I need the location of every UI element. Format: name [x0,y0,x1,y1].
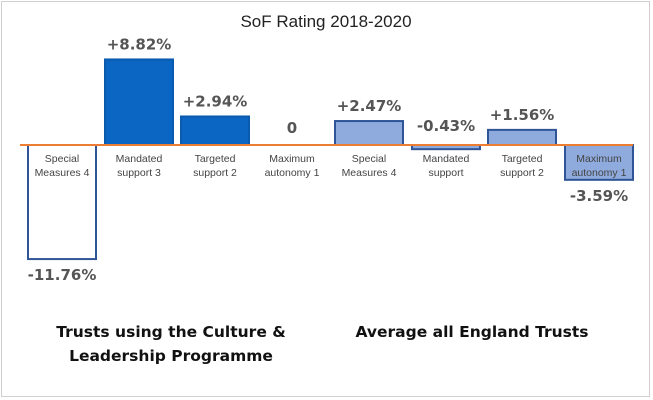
bar-1-3 [180,115,250,147]
group-label: Leadership Programme [69,347,273,365]
category-label: support 3 [117,167,161,179]
category-label: Maximum [576,153,622,165]
value-label: +2.47% [337,97,402,115]
category-label: Mandated [423,153,470,165]
category-label: Measures 4 [35,167,90,179]
category-label: Mandated [116,153,163,165]
value-label: +2.94% [183,92,248,110]
category-label: support 2 [500,167,544,179]
value-label: -0.43% [417,117,475,135]
category-label: support [428,167,463,179]
category-label: Maximum [269,153,315,165]
category-label: Special [45,153,79,165]
value-label: +8.82% [107,35,172,53]
category-label: autonomy 1 [265,167,320,179]
value-label: -11.76% [28,266,97,284]
category-label: support 2 [193,167,237,179]
category-label: Targeted [502,153,543,165]
value-label: -3.59% [570,187,628,205]
bars-layer [27,58,634,261]
group-label: Average all England Trusts [355,323,588,341]
bar-2-1 [334,120,404,146]
bar-1-2 [104,58,174,146]
group-label: Trusts using the Culture & [56,323,286,341]
category-label: autonomy 1 [572,167,627,179]
category-label: Special [352,153,386,165]
value-label: 0 [287,119,297,137]
category-label: Measures 4 [342,167,397,179]
chart-title: SoF Rating 2018-2020 [240,12,411,31]
value-label: +1.56% [490,106,555,124]
bar-2-3 [487,128,557,146]
category-label: Targeted [195,153,236,165]
labels-layer: -11.76% Special Measures 4 +8.82% Mandated su… [28,35,628,365]
bar-1-1 [27,144,97,261]
